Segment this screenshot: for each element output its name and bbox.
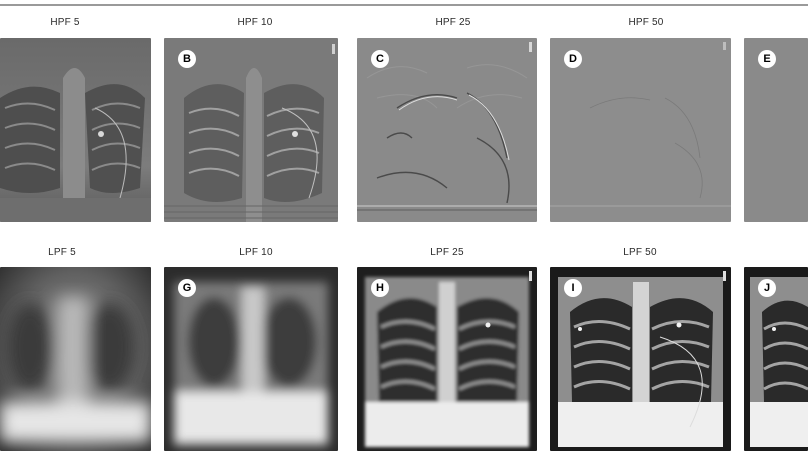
panel-lpf25: H: [357, 267, 537, 451]
panel-label-badge: J: [758, 279, 776, 297]
title-lpf5: LPF 5: [48, 247, 76, 258]
panel-hpf50: D: [550, 38, 731, 222]
title-hpf10: HPF 10: [237, 17, 273, 28]
panel-hpf-e: E: [744, 38, 808, 222]
title-lpf50: LPF 50: [623, 247, 657, 258]
panel-label-badge: E: [758, 50, 776, 68]
panel-label-badge: B: [178, 50, 196, 68]
panel-lpf-j: J: [744, 267, 808, 451]
title-lpf10: LPF 10: [239, 247, 273, 258]
panel-lpf10: G: [164, 267, 338, 451]
top-divider: [0, 4, 808, 6]
panel-lpf50: I: [550, 267, 731, 451]
panel-label-badge: C: [371, 50, 389, 68]
title-lpf25: LPF 25: [430, 247, 464, 258]
panel-label-badge: D: [564, 50, 582, 68]
panel-hpf25: C: [357, 38, 537, 222]
panel-label-badge: I: [564, 279, 582, 297]
panel-hpf5: [0, 38, 151, 222]
panel-label-badge: G: [178, 279, 196, 297]
panel-label-badge: H: [371, 279, 389, 297]
title-hpf25: HPF 25: [435, 17, 471, 28]
title-hpf50: HPF 50: [628, 17, 664, 28]
panel-hpf10: B: [164, 38, 338, 222]
panel-lpf5: [0, 267, 151, 451]
title-hpf5: HPF 5: [50, 17, 80, 28]
